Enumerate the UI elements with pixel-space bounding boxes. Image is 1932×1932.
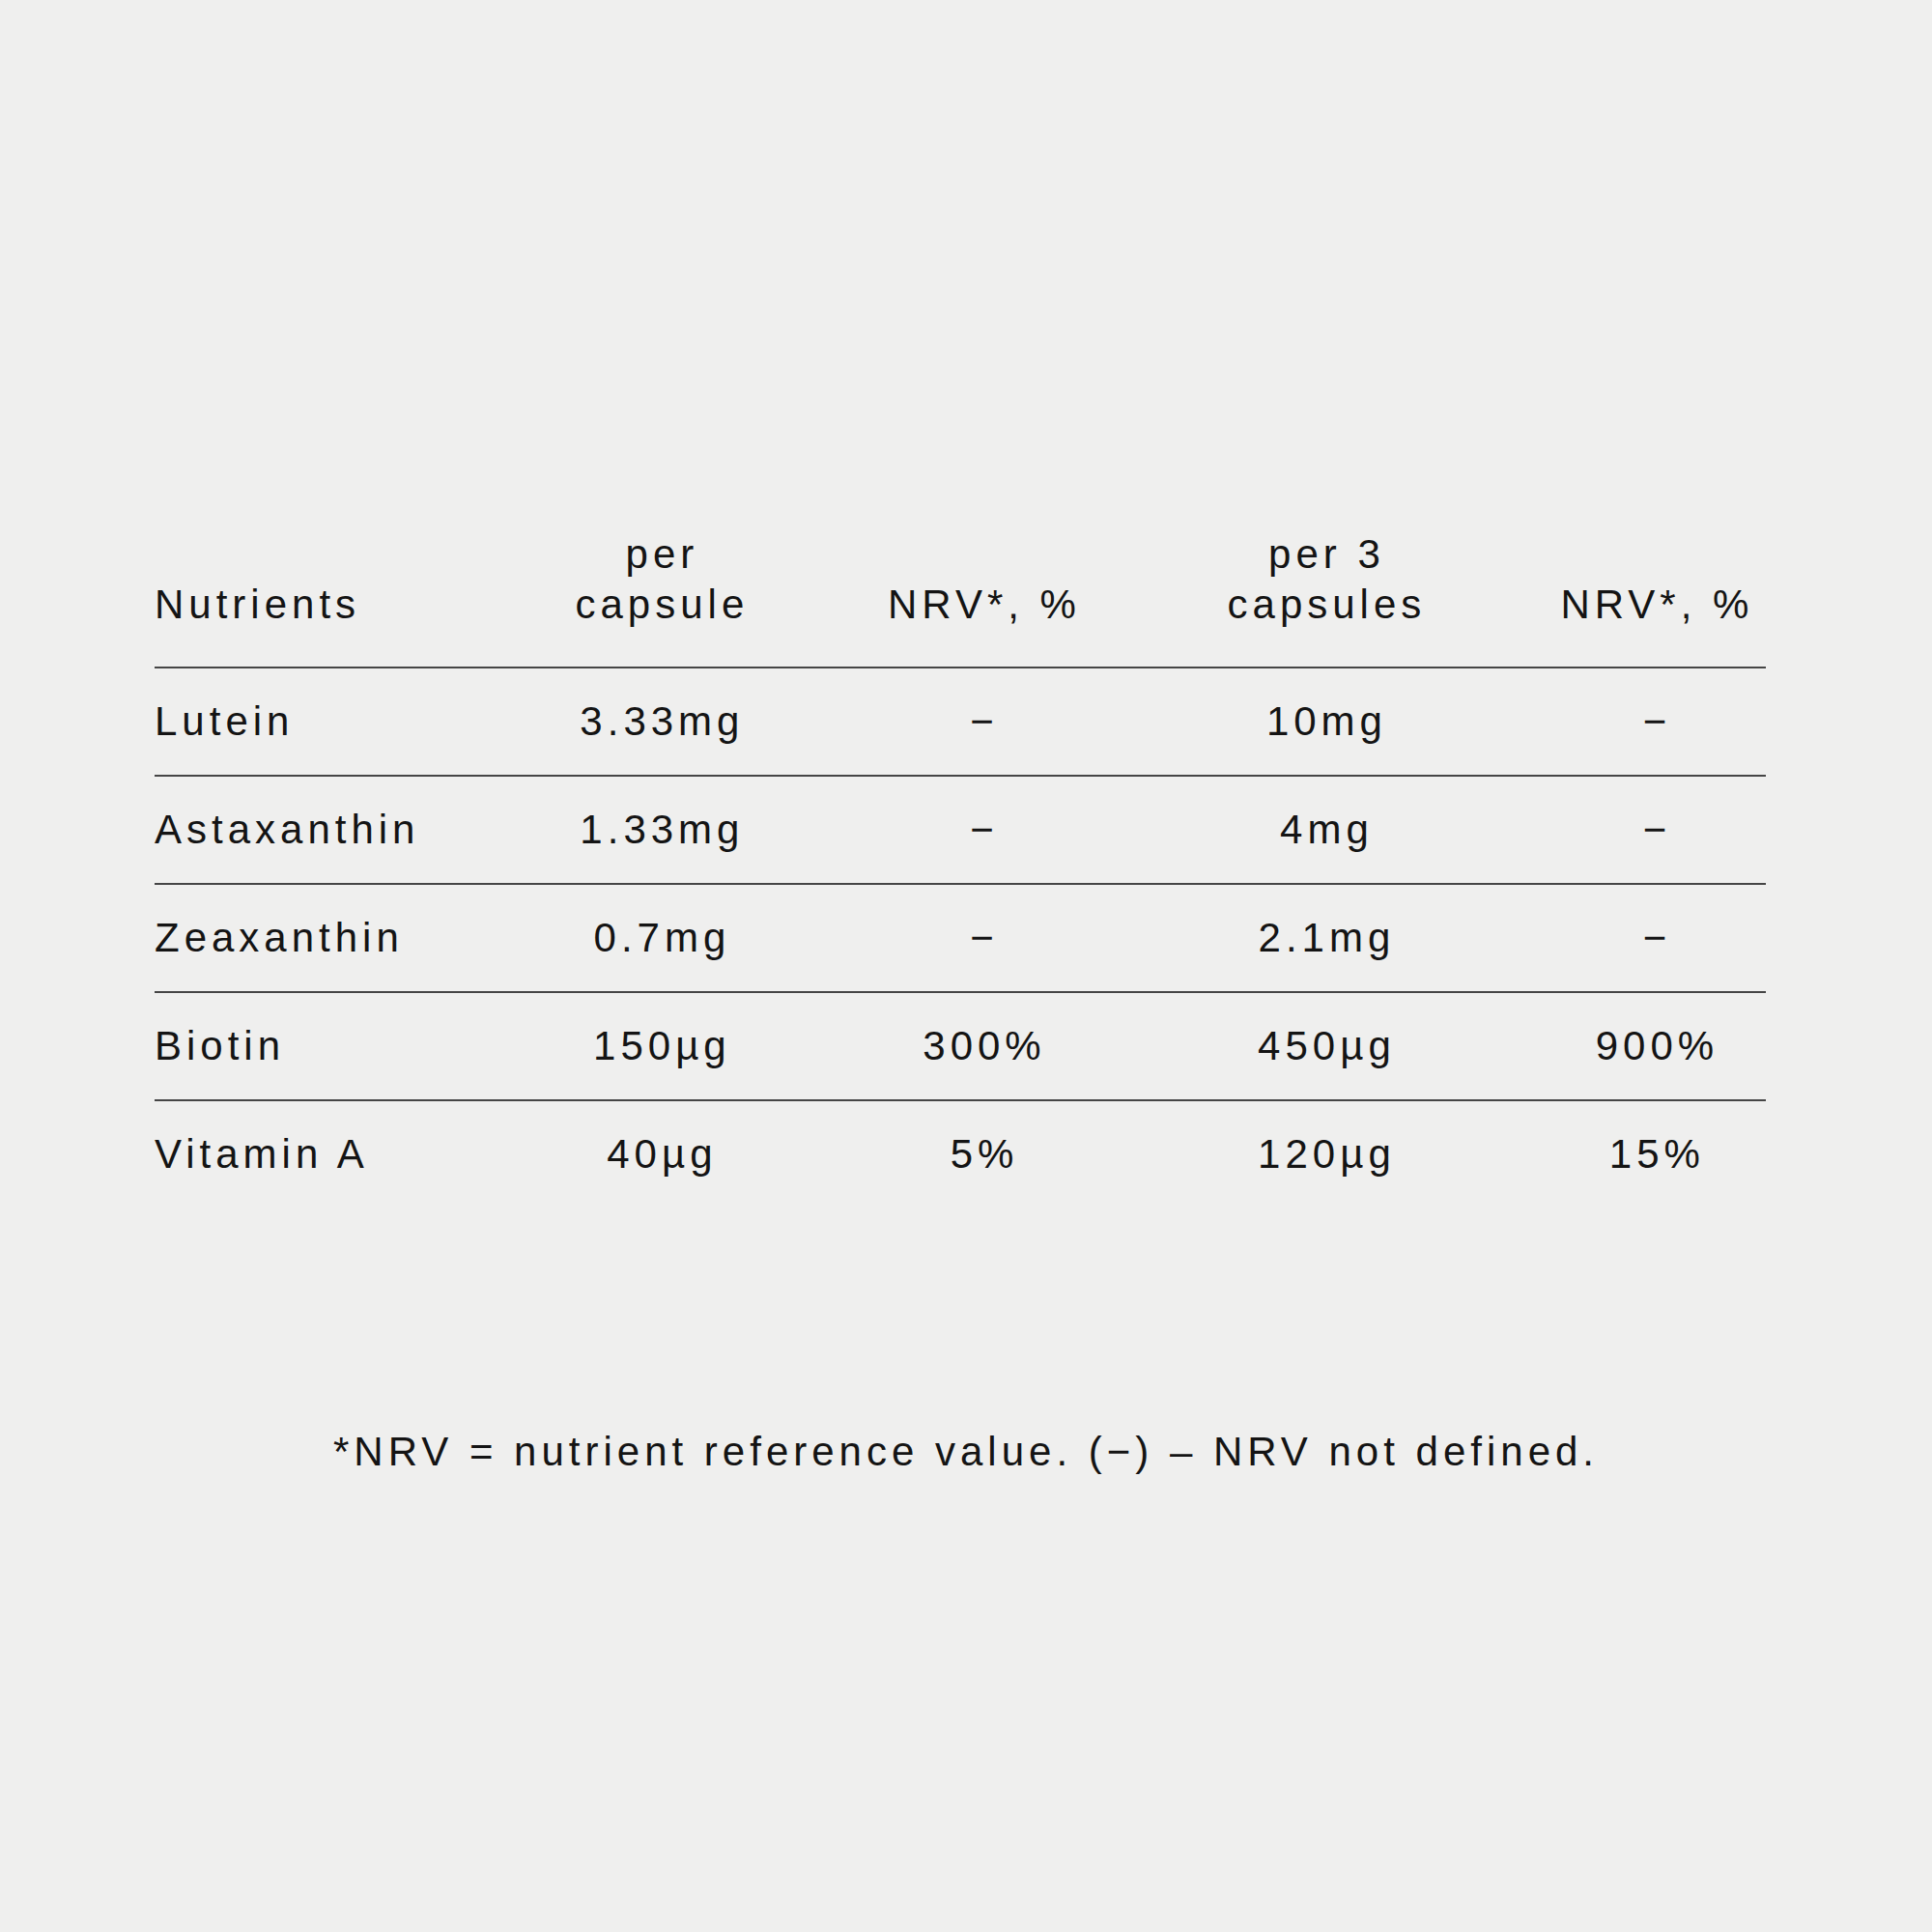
col-header-nutrients: Nutrients xyxy=(155,529,461,668)
nrv-per-3-capsules-value: − xyxy=(1548,884,1766,992)
col-header-per-capsule: per capsule xyxy=(461,529,864,668)
per-capsule-value: 3.33mg xyxy=(461,668,864,776)
per-3-capsules-value: 10mg xyxy=(1105,668,1548,776)
nrv-per-capsule-value: 300% xyxy=(864,992,1105,1100)
nutrient-name: Astaxanthin xyxy=(155,776,461,884)
supplement-facts-page: Nutrients per capsule NRV*, % per 3 caps… xyxy=(0,0,1932,1932)
table-row: Zeaxanthin 0.7mg − 2.1mg − xyxy=(155,884,1766,992)
per-3-capsules-value: 4mg xyxy=(1105,776,1548,884)
per-capsule-value: 150µg xyxy=(461,992,864,1100)
col-header-per-3-capsules: per 3 capsules xyxy=(1105,529,1548,668)
nrv-per-capsule-value: − xyxy=(864,776,1105,884)
nrv-per-capsule-value: − xyxy=(864,884,1105,992)
table-row: Biotin 150µg 300% 450µg 900% xyxy=(155,992,1766,1100)
nrv-per-3-capsules-value: 15% xyxy=(1548,1100,1766,1208)
nrv-per-3-capsules-value: − xyxy=(1548,668,1766,776)
per-3-capsules-value: 120µg xyxy=(1105,1100,1548,1208)
nutrients-table: Nutrients per capsule NRV*, % per 3 caps… xyxy=(155,529,1766,1208)
nutrient-name: Lutein xyxy=(155,668,461,776)
nrv-per-3-capsules-value: 900% xyxy=(1548,992,1766,1100)
nutrient-name: Zeaxanthin xyxy=(155,884,461,992)
per-3-capsules-value: 450µg xyxy=(1105,992,1548,1100)
per-capsule-value: 0.7mg xyxy=(461,884,864,992)
nrv-per-3-capsules-value: − xyxy=(1548,776,1766,884)
per-3-capsules-value: 2.1mg xyxy=(1105,884,1548,992)
table-row: Lutein 3.33mg − 10mg − xyxy=(155,668,1766,776)
table-header-row: Nutrients per capsule NRV*, % per 3 caps… xyxy=(155,529,1766,668)
table-row: Vitamin A 40µg 5% 120µg 15% xyxy=(155,1100,1766,1208)
nrv-per-capsule-value: 5% xyxy=(864,1100,1105,1208)
col-header-nrv-per-capsule: NRV*, % xyxy=(864,529,1105,668)
per-capsule-value: 40µg xyxy=(461,1100,864,1208)
table-row: Astaxanthin 1.33mg − 4mg − xyxy=(155,776,1766,884)
col-header-nrv-per-3-capsules: NRV*, % xyxy=(1548,529,1766,668)
nutrient-name: Biotin xyxy=(155,992,461,1100)
nrv-per-capsule-value: − xyxy=(864,668,1105,776)
nrv-footnote: *NRV = nutrient reference value. (−) – N… xyxy=(0,1427,1932,1477)
per-capsule-value: 1.33mg xyxy=(461,776,864,884)
nutrient-name: Vitamin A xyxy=(155,1100,461,1208)
